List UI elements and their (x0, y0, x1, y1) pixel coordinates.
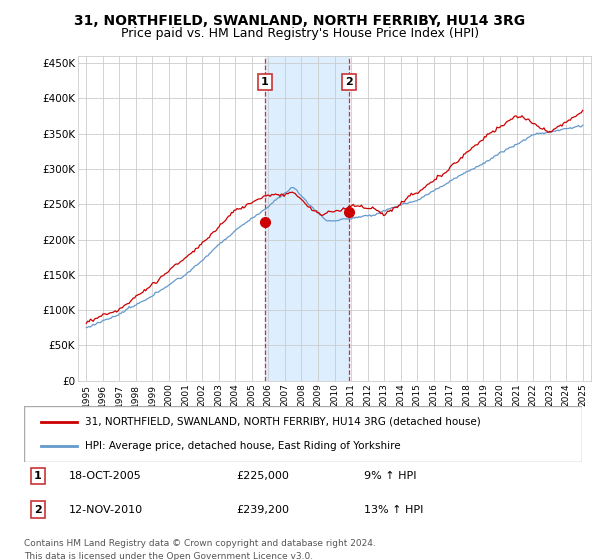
Text: 1: 1 (261, 77, 269, 87)
Text: 31, NORTHFIELD, SWANLAND, NORTH FERRIBY, HU14 3RG: 31, NORTHFIELD, SWANLAND, NORTH FERRIBY,… (74, 14, 526, 28)
Text: 12-NOV-2010: 12-NOV-2010 (68, 505, 143, 515)
Text: 31, NORTHFIELD, SWANLAND, NORTH FERRIBY, HU14 3RG (detached house): 31, NORTHFIELD, SWANLAND, NORTH FERRIBY,… (85, 417, 481, 427)
Text: £239,200: £239,200 (236, 505, 289, 515)
Text: 2: 2 (34, 505, 42, 515)
Text: 13% ↑ HPI: 13% ↑ HPI (364, 505, 424, 515)
Text: Contains HM Land Registry data © Crown copyright and database right 2024.: Contains HM Land Registry data © Crown c… (24, 539, 376, 548)
Text: HPI: Average price, detached house, East Riding of Yorkshire: HPI: Average price, detached house, East… (85, 441, 401, 451)
Text: 2: 2 (345, 77, 353, 87)
Text: This data is licensed under the Open Government Licence v3.0.: This data is licensed under the Open Gov… (24, 552, 313, 560)
Text: 9% ↑ HPI: 9% ↑ HPI (364, 471, 417, 481)
Text: 18-OCT-2005: 18-OCT-2005 (68, 471, 142, 481)
Text: 1: 1 (34, 471, 42, 481)
FancyBboxPatch shape (24, 406, 582, 462)
Text: Price paid vs. HM Land Registry's House Price Index (HPI): Price paid vs. HM Land Registry's House … (121, 27, 479, 40)
Bar (265, 56, 349, 381)
Text: £225,000: £225,000 (236, 471, 289, 481)
